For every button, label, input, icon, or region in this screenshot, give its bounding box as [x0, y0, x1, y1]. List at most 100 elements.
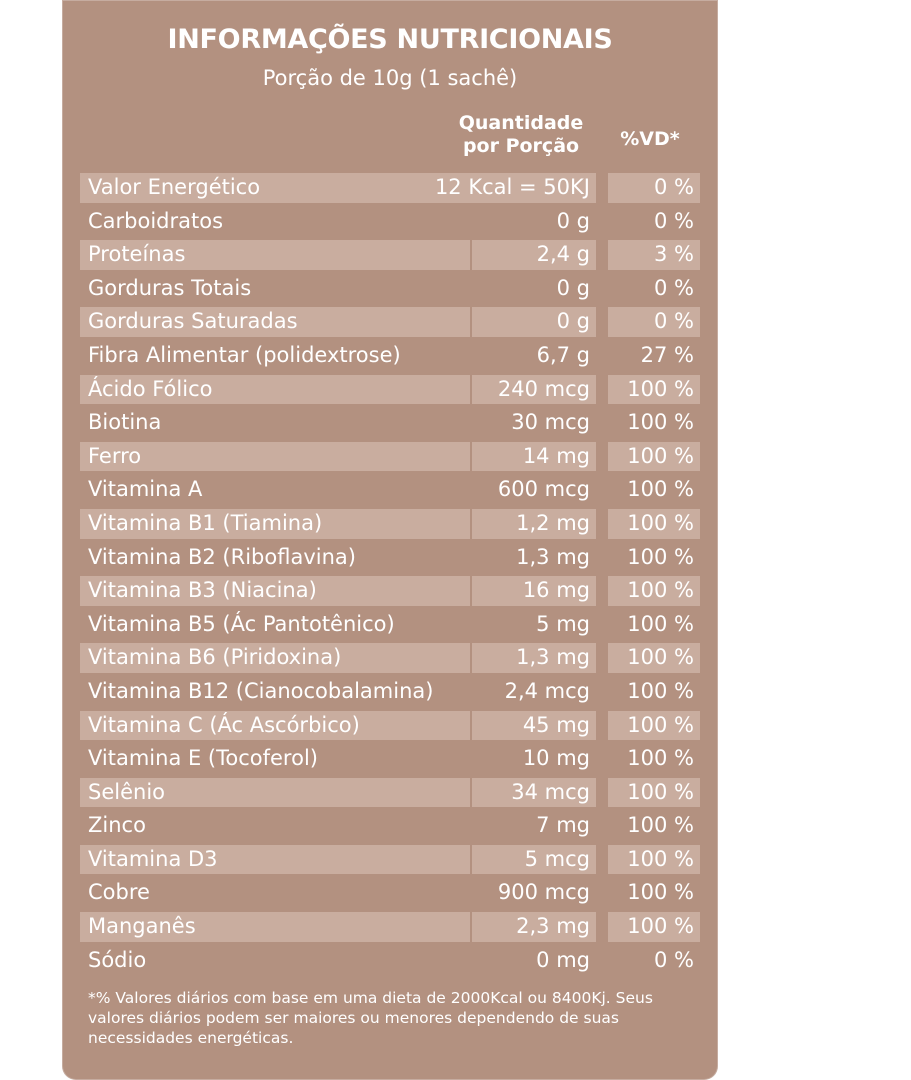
nutrient-daily-value: 100 %: [608, 441, 700, 472]
nutrient-quantity: 34 mcg: [472, 777, 596, 808]
nutrient-name: Biotina: [88, 410, 162, 435]
nutrient-daily-value: 100 %: [608, 643, 700, 673]
nutrient-daily-value: 0 %: [608, 173, 700, 203]
nutrient-quantity: 0 g: [472, 307, 596, 337]
nutrient-name: Proteínas: [80, 240, 470, 270]
nutrient-quantity: 2,3 mg: [472, 912, 596, 942]
column-header-quantity-line1: Quantidade: [458, 112, 584, 134]
label-title: INFORMAÇÕES NUTRICIONAIS: [167, 24, 613, 55]
table-row: Vitamina B12 (Cianocobalamina) 2,4 mcg 100…: [80, 675, 700, 709]
nutrient-name: Gorduras Totais: [88, 275, 252, 300]
nutrient-name: Ácido Fólico: [80, 374, 470, 405]
table-row: Vitamina B2 (Riboflavina) 1,3 mg 100 %: [80, 541, 700, 575]
table-row: Proteínas 2,4 g 3 %: [80, 238, 700, 272]
nutrition-table: Valor Energético 12 Kcal = 50KJ 0 % Carboid…: [80, 171, 700, 977]
nutrient-name: Vitamina E (Tocoferol): [88, 746, 318, 771]
nutrient-name: Manganês: [80, 912, 470, 942]
nutrient-daily-value: 100 %: [627, 611, 694, 636]
nutrient-quantity: 600 mcg: [497, 477, 590, 502]
nutrient-quantity: 1,3 mg: [472, 643, 596, 673]
nutrient-quantity: 7 mg: [536, 813, 590, 838]
nutrient-quantity: 0 mg: [536, 947, 590, 972]
nutrient-quantity: 6,7 g: [536, 342, 590, 367]
table-row: Gorduras Totais 0 g 0 %: [80, 272, 700, 306]
nutrient-name: Vitamina A: [88, 477, 203, 502]
nutrient-daily-value: 27 %: [640, 342, 694, 367]
nutrient-daily-value: 100 %: [627, 880, 694, 905]
nutrient-daily-value: 0 %: [654, 275, 694, 300]
nutrient-name: Valor Energético: [80, 173, 380, 203]
column-header-quantity-line2: por Porção: [462, 135, 580, 157]
footnote: *% Valores diários com base em uma dieta…: [88, 989, 653, 1047]
nutrient-daily-value: 100 %: [627, 746, 694, 771]
table-row: Sódio 0 mg 0 %: [80, 944, 700, 978]
nutrient-name: Gorduras Saturadas: [80, 307, 470, 337]
column-header-quantity: Quantidade por Porção: [446, 112, 596, 158]
nutrient-quantity: 30 mcg: [511, 410, 590, 435]
serving-size: Porção de 10g (1 sachê): [262, 66, 518, 90]
nutrient-name: Vitamina C (Ác Ascórbico): [80, 710, 470, 741]
table-row: Ácido Fólico 240 mcg 100 %: [80, 373, 700, 407]
nutrient-daily-value: 0 %: [654, 947, 694, 972]
nutrient-quantity: 10 mg: [522, 746, 590, 771]
nutrition-facts-panel: INFORMAÇÕES NUTRICIONAIS Porção de 10g (…: [62, 0, 718, 1080]
table-row: Cobre 900 mcg 100 %: [80, 876, 700, 910]
table-row: Carboidratos 0 g 0 %: [80, 205, 700, 239]
table-row: Selênio 34 mcg 100 %: [80, 776, 700, 810]
nutrient-daily-value: 100 %: [608, 710, 700, 741]
table-row: Vitamina E (Tocoferol) 10 mg 100 %: [80, 742, 700, 776]
table-row: Gorduras Saturadas 0 g 0 %: [80, 305, 700, 339]
table-row: Vitamina B3 (Niacina) 16 mg 100 %: [80, 574, 700, 608]
nutrient-name: Cobre: [88, 880, 150, 905]
nutrient-quantity: 900 mcg: [497, 880, 590, 905]
nutrient-name: Zinco: [88, 813, 146, 838]
nutrient-quantity: 1,2 mg: [472, 508, 596, 539]
nutrient-quantity: 16 mg: [472, 576, 596, 606]
nutrient-daily-value: 3 %: [608, 240, 700, 270]
nutrient-quantity: 12 Kcal = 50KJ: [380, 173, 596, 203]
nutrient-quantity: 240 mcg: [472, 374, 596, 405]
nutrient-quantity: 14 mg: [472, 441, 596, 472]
table-row: Biotina 30 mcg 100 %: [80, 406, 700, 440]
nutrient-name: Selênio: [80, 777, 470, 808]
nutrient-quantity: 45 mg: [472, 710, 596, 741]
nutrient-daily-value: 100 %: [627, 410, 694, 435]
table-row: Valor Energético 12 Kcal = 50KJ 0 %: [80, 171, 700, 205]
table-row: Vitamina B5 (Ác Pantotênico) 5 mg 100 %: [80, 608, 700, 642]
nutrient-daily-value: 100 %: [608, 374, 700, 405]
nutrient-daily-value: 100 %: [608, 777, 700, 808]
nutrient-daily-value: 0 %: [608, 307, 700, 337]
nutrient-quantity: 2,4 mcg: [504, 678, 590, 703]
nutrient-daily-value: 100 %: [608, 912, 700, 942]
nutrient-quantity: 5 mcg: [472, 844, 596, 875]
table-row: Vitamina A 600 mcg 100 %: [80, 473, 700, 507]
column-header-vd: %VD*: [620, 128, 680, 150]
table-row: Vitamina B6 (Piridoxina) 1,3 mg 100 %: [80, 641, 700, 675]
table-row: Vitamina D3 5 mcg 100 %: [80, 843, 700, 877]
nutrient-name: Vitamina B3 (Niacina): [80, 576, 470, 606]
nutrient-quantity: 1,3 mg: [516, 544, 590, 569]
nutrient-name: Sódio: [88, 947, 147, 972]
nutrient-quantity: 0 g: [556, 208, 590, 233]
nutrient-daily-value: 100 %: [608, 576, 700, 606]
nutrient-name: Fibra Alimentar (polidextrose): [88, 342, 401, 367]
nutrient-name: Ferro: [80, 441, 470, 472]
nutrient-name: Vitamina B5 (Ác Pantotênico): [88, 611, 395, 636]
nutrient-daily-value: 100 %: [627, 477, 694, 502]
table-row: Fibra Alimentar (polidextrose) 6,7 g 27 %: [80, 339, 700, 373]
nutrient-quantity: 0 g: [556, 275, 590, 300]
nutrient-daily-value: 100 %: [608, 508, 700, 539]
nutrient-quantity: 5 mg: [536, 611, 590, 636]
nutrient-name: Carboidratos: [88, 208, 224, 233]
table-row: Ferro 14 mg 100 %: [80, 440, 700, 474]
nutrient-name: Vitamina B2 (Riboflavina): [88, 544, 356, 569]
nutrient-name: Vitamina B6 (Piridoxina): [80, 643, 470, 673]
nutrient-name: Vitamina D3: [80, 844, 470, 875]
table-row: Manganês 2,3 mg 100 %: [80, 910, 700, 944]
table-row: Vitamina C (Ác Ascórbico) 45 mg 100 %: [80, 709, 700, 743]
nutrient-daily-value: 100 %: [608, 844, 700, 875]
table-row: Vitamina B1 (Tiamina) 1,2 mg 100 %: [80, 507, 700, 541]
nutrient-daily-value: 100 %: [627, 678, 694, 703]
nutrient-name: Vitamina B12 (Cianocobalamina): [88, 678, 434, 703]
table-row: Zinco 7 mg 100 %: [80, 809, 700, 843]
